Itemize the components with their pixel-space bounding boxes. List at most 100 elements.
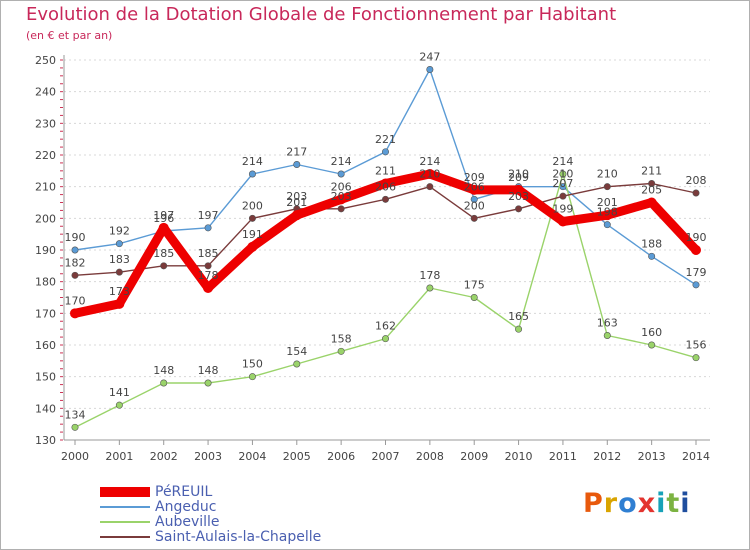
data-point — [204, 379, 212, 387]
x-tick-label: 2006 — [327, 450, 355, 463]
data-point — [515, 325, 523, 333]
legend-item: PéREUIL — [100, 484, 213, 500]
data-label: 201 — [597, 196, 618, 209]
data-point — [71, 423, 79, 431]
data-label: 200 — [242, 199, 263, 212]
data-label: 210 — [508, 168, 529, 181]
legend-swatch — [100, 521, 150, 523]
data-point — [380, 178, 391, 189]
data-label: 200 — [464, 199, 485, 212]
data-point — [513, 184, 524, 195]
data-point — [648, 180, 656, 188]
data-label: 154 — [286, 345, 307, 358]
legend-swatch — [100, 536, 150, 538]
x-tick-label: 2010 — [505, 450, 533, 463]
data-point — [336, 194, 347, 205]
legend-item: Saint-Aulais-la-Chapelle — [100, 529, 321, 545]
data-label: 209 — [464, 171, 485, 184]
data-label: 209 — [508, 171, 529, 184]
legend-label: Aubeville — [155, 514, 220, 530]
data-label: 178 — [198, 269, 219, 282]
data-point — [559, 192, 567, 200]
data-point — [603, 183, 611, 191]
data-point — [424, 169, 435, 179]
data-label: 203 — [508, 190, 529, 203]
data-point — [204, 224, 212, 232]
data-point — [603, 221, 611, 229]
x-tick-label: 2014 — [682, 450, 710, 463]
y-tick-label: 130 — [35, 434, 56, 447]
data-label: 210 — [552, 168, 573, 181]
logo-letter: t — [666, 488, 681, 519]
legend-label: PéREUIL — [155, 484, 213, 500]
logo-letter: o — [618, 488, 638, 519]
data-label: 182 — [65, 256, 86, 269]
data-point — [692, 281, 700, 289]
data-label: 170 — [65, 294, 86, 307]
data-point — [515, 205, 523, 213]
data-label: 214 — [331, 155, 352, 168]
data-label: 214 — [242, 155, 263, 168]
data-point — [158, 222, 169, 233]
data-point — [559, 170, 567, 178]
x-tick-label: 2008 — [416, 450, 444, 463]
x-tick-label: 2003 — [194, 450, 222, 463]
data-label: 158 — [331, 332, 352, 345]
x-tick-label: 2004 — [238, 450, 266, 463]
data-point — [603, 331, 611, 339]
data-point — [204, 262, 212, 270]
data-point — [426, 183, 434, 191]
data-label: 197 — [153, 209, 174, 222]
legend-swatch — [100, 506, 150, 508]
data-label: 156 — [686, 339, 707, 352]
data-label: 148 — [153, 364, 174, 377]
data-point — [648, 252, 656, 260]
data-label: 148 — [198, 364, 219, 377]
data-point — [381, 335, 389, 343]
data-point — [337, 347, 345, 355]
data-label: 173 — [109, 285, 130, 298]
data-label: 197 — [198, 209, 219, 222]
data-point — [160, 379, 168, 387]
data-label: 217 — [286, 146, 307, 159]
data-label: 206 — [375, 180, 396, 193]
y-tick-label: 150 — [35, 371, 56, 384]
data-point — [203, 283, 214, 293]
data-label: 185 — [198, 247, 219, 260]
data-label: 210 — [597, 168, 618, 181]
x-tick-label: 2007 — [372, 450, 400, 463]
data-point — [71, 246, 79, 254]
data-label: 201 — [286, 196, 307, 209]
y-tick-label: 210 — [35, 181, 56, 194]
data-label: 192 — [109, 225, 130, 238]
y-tick-label: 240 — [35, 86, 56, 99]
data-label: 163 — [597, 317, 618, 330]
y-tick-label: 170 — [35, 307, 56, 320]
data-point — [602, 210, 613, 221]
data-label: 247 — [419, 51, 440, 64]
data-point — [557, 216, 568, 227]
data-point — [381, 195, 389, 203]
logo-letter: i — [656, 488, 667, 519]
data-point — [71, 271, 79, 279]
data-label: 211 — [641, 165, 662, 178]
data-point — [70, 308, 80, 319]
series-line-0 — [70, 169, 701, 318]
chart-subtitle: (en € et par an) — [26, 29, 113, 42]
chart-title: Evolution de la Dotation Globale de Fonc… — [26, 4, 617, 25]
data-point — [381, 148, 389, 156]
data-point — [248, 170, 256, 178]
data-point — [115, 240, 123, 248]
data-label: 160 — [641, 326, 662, 339]
y-tick-label: 180 — [35, 276, 56, 289]
data-label: 199 — [552, 203, 573, 216]
data-point — [470, 214, 478, 222]
data-point — [470, 195, 478, 203]
data-point — [426, 284, 434, 292]
data-point — [248, 373, 256, 381]
data-label: 183 — [109, 253, 130, 266]
y-tick-label: 230 — [35, 117, 56, 130]
data-point — [469, 184, 480, 195]
data-label: 150 — [242, 358, 263, 371]
